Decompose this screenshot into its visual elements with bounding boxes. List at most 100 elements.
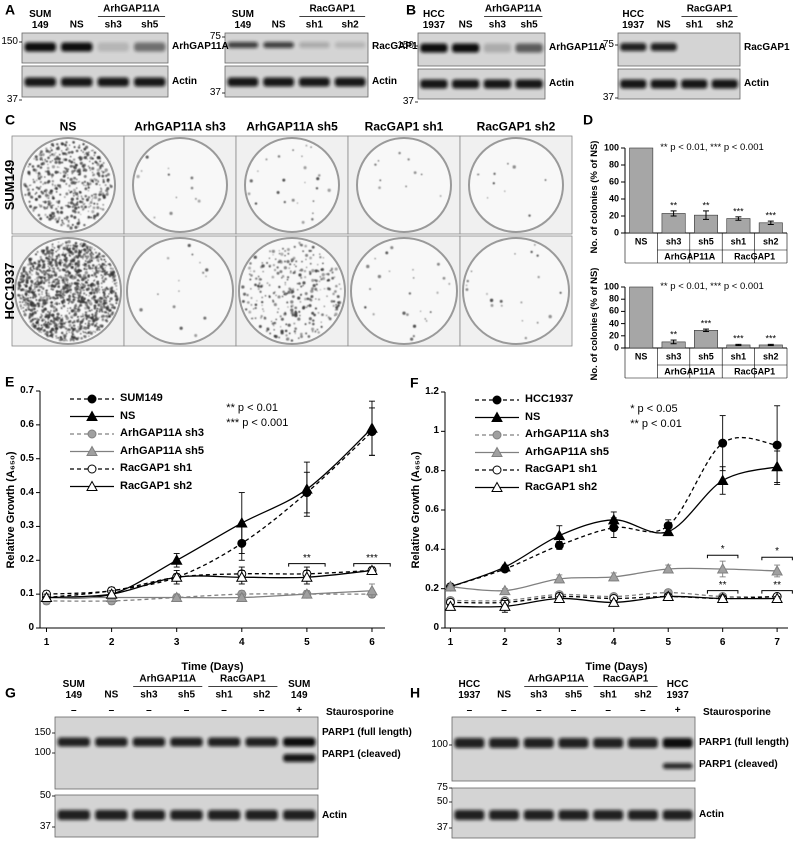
colony xyxy=(74,290,78,293)
colony xyxy=(68,294,72,298)
colony xyxy=(60,223,63,227)
colony xyxy=(97,260,100,263)
colony xyxy=(47,284,51,288)
colony xyxy=(52,320,55,323)
colony xyxy=(43,273,47,276)
colony xyxy=(290,339,294,342)
x-tick-label: sh5 xyxy=(698,236,714,247)
colony xyxy=(51,254,54,257)
colony xyxy=(92,330,95,333)
colony xyxy=(83,153,86,156)
colony xyxy=(83,174,87,178)
treatment-mark: – xyxy=(640,704,646,716)
colony xyxy=(507,162,509,165)
colony xyxy=(277,295,281,299)
colony xyxy=(26,188,30,192)
colony xyxy=(96,307,99,310)
blot-band xyxy=(515,79,543,89)
colony xyxy=(106,295,110,298)
band-label: Actin xyxy=(744,77,769,89)
colony xyxy=(276,311,279,314)
colony xyxy=(104,319,108,322)
colony xyxy=(87,210,90,212)
colony xyxy=(261,300,264,304)
colony xyxy=(60,306,63,310)
colony xyxy=(76,282,79,285)
colony xyxy=(405,185,408,188)
colony xyxy=(74,286,76,289)
colony xyxy=(108,309,111,312)
size-marker: 100 xyxy=(431,738,448,750)
colony xyxy=(68,159,71,162)
blot-band xyxy=(170,810,203,820)
colony xyxy=(58,184,61,188)
lane-label: sh2 xyxy=(341,19,359,31)
colony xyxy=(46,205,49,208)
colony xyxy=(79,309,81,311)
colony xyxy=(298,282,301,285)
colony xyxy=(53,325,56,328)
plate xyxy=(244,137,340,233)
colony xyxy=(105,299,108,302)
colony xyxy=(50,309,52,312)
colony xyxy=(326,279,329,282)
blot-band xyxy=(681,79,708,89)
colony xyxy=(318,280,321,283)
colony xyxy=(33,293,37,297)
colony xyxy=(99,160,102,163)
column-label: ArhGAP11A sh5 xyxy=(246,119,338,134)
colony xyxy=(87,287,91,291)
colony xyxy=(306,304,309,307)
bar xyxy=(694,330,718,349)
colony xyxy=(56,210,59,213)
colony xyxy=(45,294,48,297)
colony xyxy=(284,329,288,333)
colony xyxy=(299,243,301,246)
colony xyxy=(96,171,100,176)
band-label: PARP1 (cleaved) xyxy=(322,748,401,760)
colony xyxy=(68,254,71,256)
lane-label: HCC 1937 xyxy=(458,679,481,701)
colony xyxy=(87,307,91,310)
colony xyxy=(325,314,328,317)
colony xyxy=(35,317,39,321)
colony xyxy=(116,295,119,298)
colony xyxy=(153,216,156,219)
colony xyxy=(55,250,57,253)
colony xyxy=(35,198,37,200)
colony xyxy=(74,249,78,254)
colony xyxy=(71,327,75,331)
colony xyxy=(47,276,50,279)
colony xyxy=(249,273,251,275)
colony xyxy=(55,152,57,154)
size-marker: 37 xyxy=(209,86,221,98)
data-point xyxy=(366,584,378,596)
lane-label: NS xyxy=(271,19,286,31)
colony xyxy=(84,271,88,275)
colony xyxy=(63,276,67,280)
colony xyxy=(78,180,81,183)
colony xyxy=(27,263,30,266)
colony xyxy=(83,292,86,295)
colony xyxy=(92,197,94,199)
colony xyxy=(425,320,428,322)
colony xyxy=(55,143,58,146)
treatment-mark: – xyxy=(570,704,577,716)
colony xyxy=(91,149,94,152)
colony xyxy=(258,283,261,285)
colony xyxy=(93,202,96,205)
colony xyxy=(111,272,114,275)
y-tick-label: 0 xyxy=(613,342,619,353)
colony xyxy=(55,155,60,159)
colony xyxy=(47,156,50,160)
colony xyxy=(203,316,207,320)
colony xyxy=(44,271,46,273)
colony xyxy=(80,270,82,273)
colony xyxy=(96,282,99,285)
colony xyxy=(45,289,48,293)
significance-bracket xyxy=(353,563,391,567)
colony xyxy=(107,181,110,183)
colony xyxy=(80,156,84,160)
colony xyxy=(67,297,71,302)
y-tick-label: 40 xyxy=(608,317,619,328)
